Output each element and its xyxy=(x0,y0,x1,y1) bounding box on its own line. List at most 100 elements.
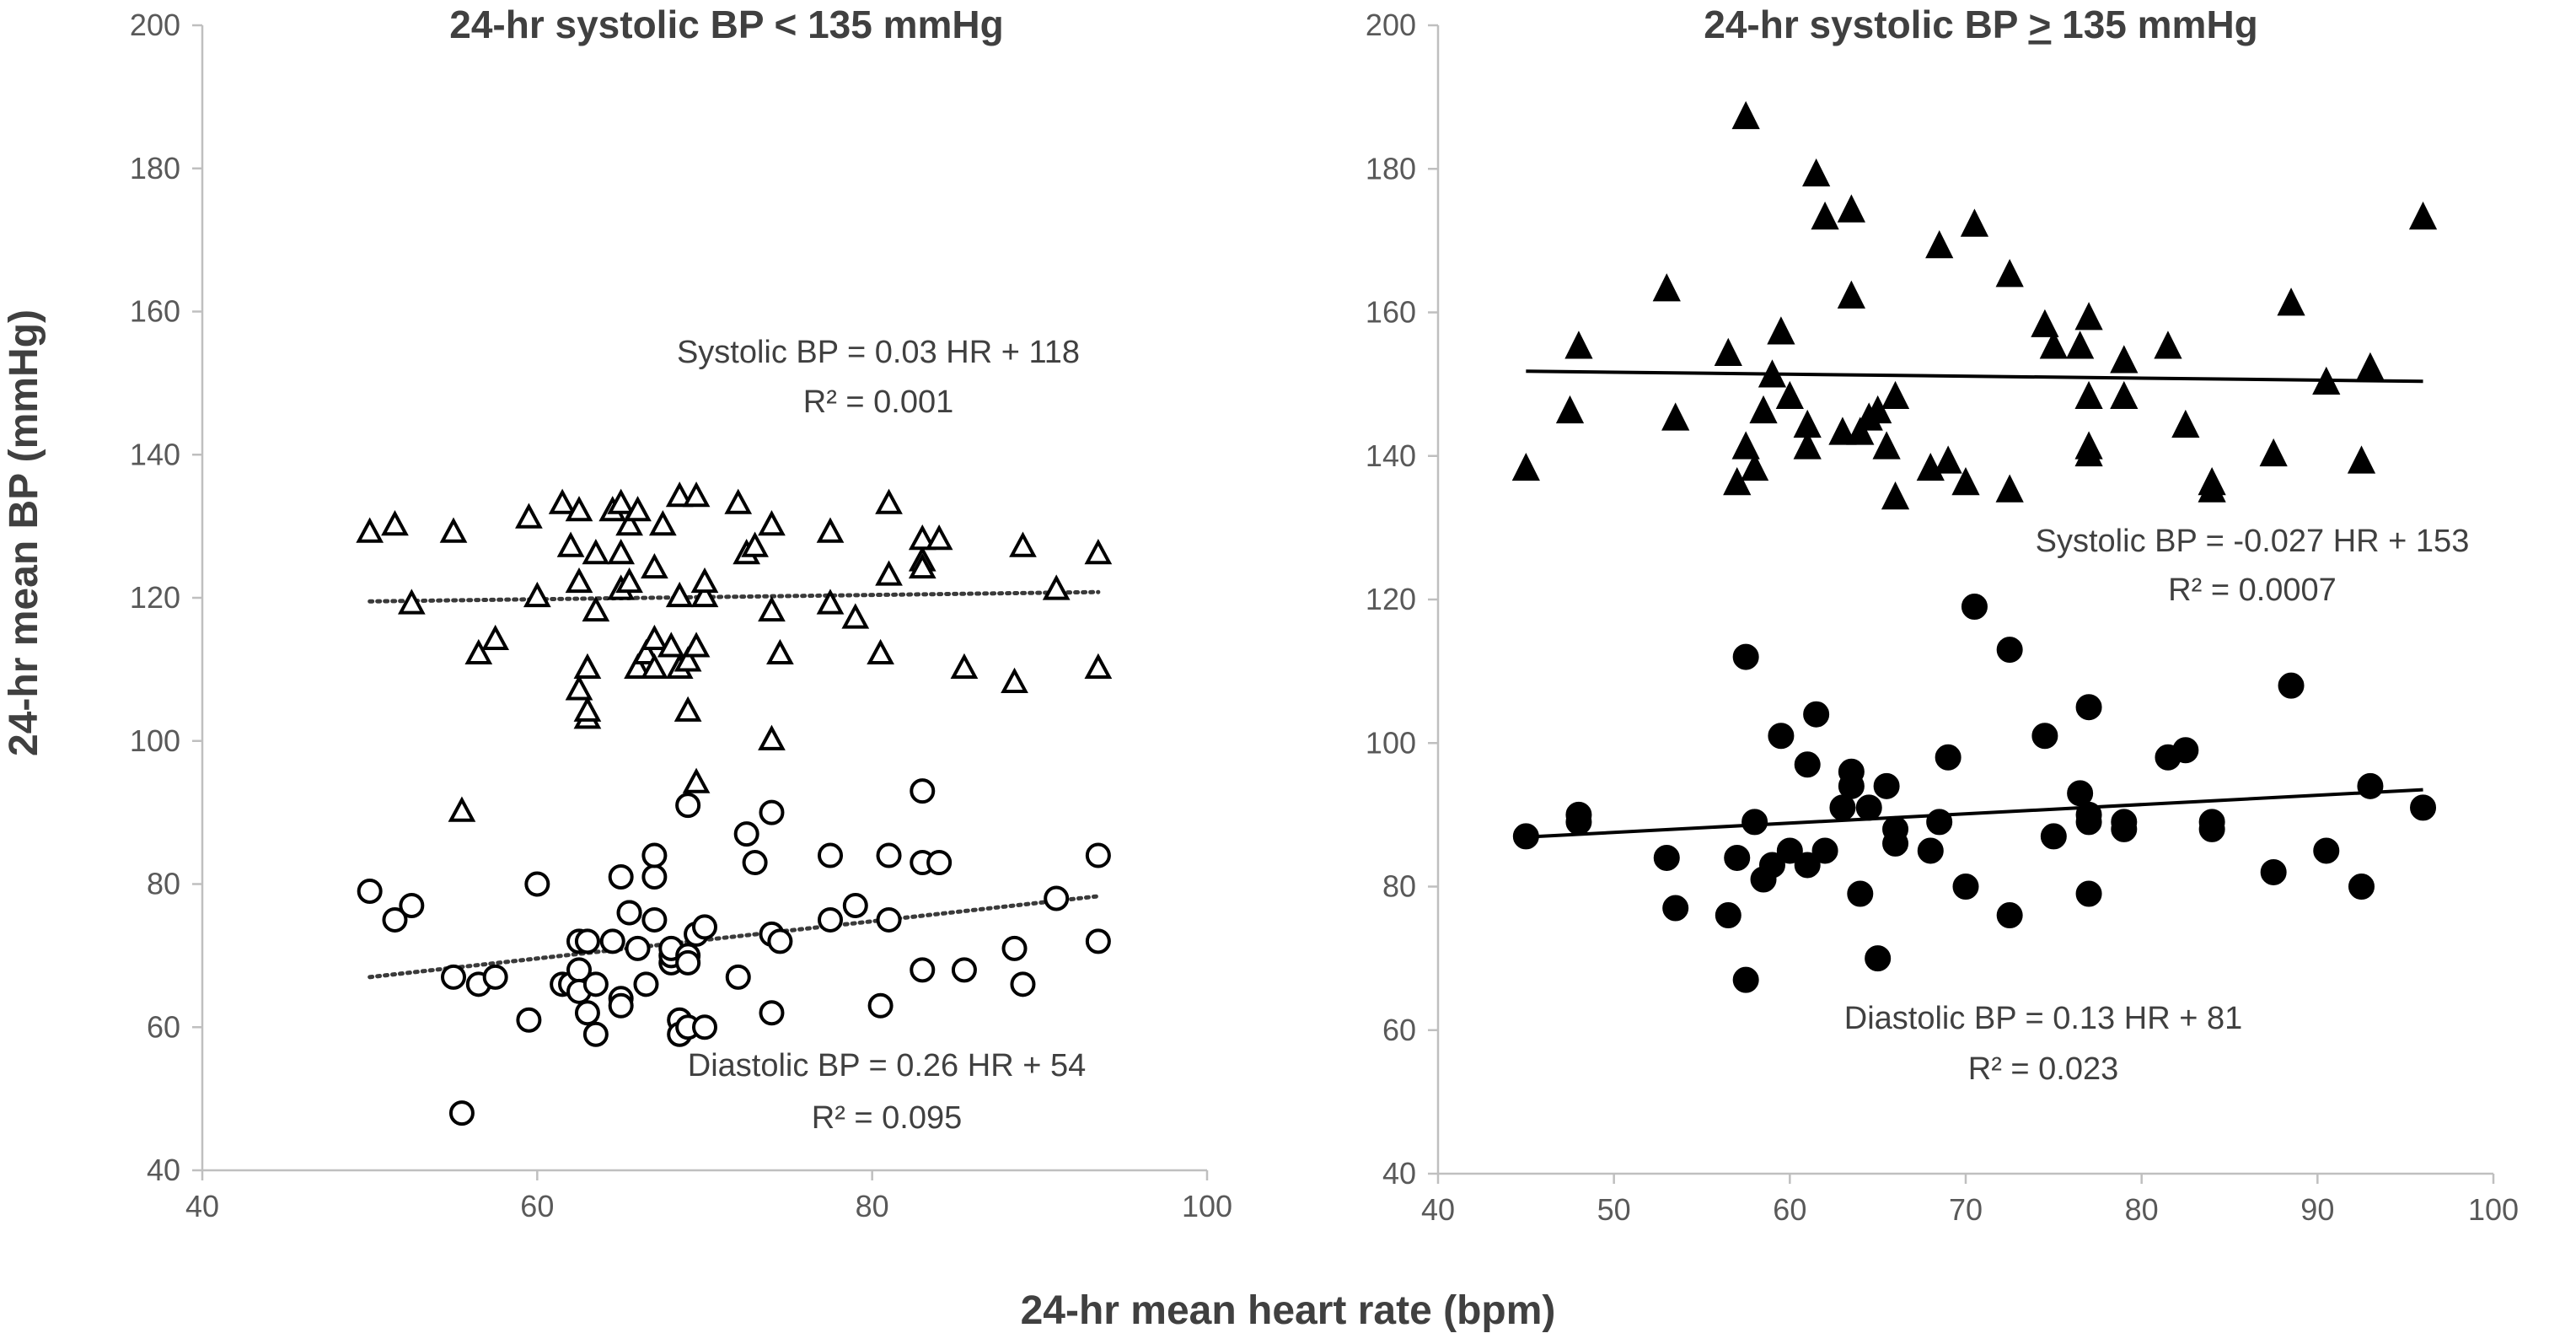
right-systolic-bp-point xyxy=(1511,452,1540,481)
right-diastolic-bp-point xyxy=(1662,895,1689,922)
left-diastolic-bp-point xyxy=(1085,842,1111,868)
left-diastolic-bp-point xyxy=(876,906,902,933)
left-diastolic-bp-point xyxy=(725,964,751,990)
right-systolic-bp-point xyxy=(1775,380,1804,410)
right-systolic-bp-point xyxy=(2110,380,2139,410)
left-systolic-bp-point xyxy=(481,624,510,651)
left-systolic-bp-point xyxy=(356,517,384,543)
right-diastolic-bp-point xyxy=(2348,874,2375,900)
left-x-tick-label: 40 xyxy=(185,1189,219,1223)
left-systolic-bp-point xyxy=(556,531,585,557)
left-diastolic-bp-point xyxy=(441,964,466,990)
right-diastolic-bp-point xyxy=(1768,723,1795,750)
right-diastolic-bp-point xyxy=(1873,772,1900,799)
right-diastolic-bp-point xyxy=(1732,643,1759,670)
right-diastolic-bp-point xyxy=(1741,809,1768,836)
left-diastolic-bp-point xyxy=(1010,971,1036,997)
right-diastolic-bp-point xyxy=(1961,594,1988,621)
left-diastolic-bp-point xyxy=(867,992,894,1019)
right-systolic-bp-point xyxy=(2312,366,2341,395)
left-diastolic-bp-point xyxy=(574,928,600,954)
x-axis-label: 24-hr mean heart rate (bpm) xyxy=(1021,1288,1556,1333)
right-diastolic-bp-point xyxy=(2075,694,2102,721)
left-diastolic-bp-point xyxy=(524,871,550,897)
left-systolic-bp-point xyxy=(674,646,702,672)
right-systolic-bp-point xyxy=(1881,380,1910,410)
left-panel-title: 24-hr systolic BP < 135 mmHg xyxy=(449,3,1004,46)
right-systolic-bp-point xyxy=(2154,331,2182,359)
right-systolic-bp-point xyxy=(1661,402,1690,431)
right-y-tick-label: 140 xyxy=(1366,438,1416,473)
right-diastolic-bp-point xyxy=(1847,880,1874,907)
right-diastolic-bp-point xyxy=(1811,837,1838,864)
right-systolic-bp-point xyxy=(1916,452,1945,481)
left-systolic-bp-point xyxy=(950,653,979,679)
left-diastolic-bp-point xyxy=(767,928,793,954)
right-diastolic-bp-point xyxy=(1776,837,1803,864)
right-y-tick-label: 120 xyxy=(1366,582,1416,616)
right-systolic-bp-point xyxy=(1995,259,2024,288)
right-diastolic-bp-point xyxy=(1512,823,1539,850)
y-axis-label: 24-hr mean BP (mmHg) xyxy=(2,309,46,756)
right-diastolic-bp-point xyxy=(1565,809,1592,836)
left-x-tick-label: 100 xyxy=(1182,1189,1232,1223)
right-systolic-bp-point xyxy=(2110,345,2139,374)
left-systolic-bp-point xyxy=(682,632,711,658)
right-y-tick-label: 100 xyxy=(1366,725,1416,760)
left-systolic-bp-point xyxy=(908,552,936,579)
left-diastolic-equation: Diastolic BP = 0.26 HR + 54 xyxy=(688,1048,1086,1083)
right-systolic-bp-point xyxy=(2259,438,2288,467)
right-x-tick-label: 80 xyxy=(2125,1192,2159,1227)
left-y-tick-label: 80 xyxy=(147,867,180,901)
right-systolic-bp-point xyxy=(1837,280,1865,309)
left-diastolic-bp-point xyxy=(448,1100,475,1126)
left-systolic-bp-point xyxy=(925,524,953,551)
left-systolic-bp-point xyxy=(758,595,786,622)
left-systolic-bp-point xyxy=(758,724,786,750)
left-systolic-bp-point xyxy=(641,624,668,651)
left-diastolic-bp-point xyxy=(876,842,902,868)
right-diastolic-bp-point xyxy=(2111,815,2138,842)
left-diastolic-bp-point xyxy=(516,1007,542,1033)
left-y-tick-label: 40 xyxy=(147,1153,180,1187)
left-systolic-bp-point xyxy=(381,510,409,536)
left-systolic-bp-point xyxy=(648,510,677,536)
left-diastolic-bp-point xyxy=(625,935,651,961)
left-diastolic-bp-point xyxy=(818,842,843,868)
right-systolic-bp-point xyxy=(2277,288,2305,316)
right-x-tick-label: 40 xyxy=(1421,1192,1455,1227)
right-systolic-bp-point xyxy=(2031,309,2059,337)
left-systolic-bp-point xyxy=(1001,667,1028,693)
left-panel: 24-hr systolic BP < 135 mmHg 40 60 80 100 12… xyxy=(130,3,1232,1223)
left-systolic-bp-point xyxy=(523,581,551,608)
right-x-tick-label: 60 xyxy=(1773,1192,1806,1227)
right-systolic-bp-point xyxy=(1846,417,1875,445)
right-diastolic-bp-point xyxy=(1794,852,1821,879)
right-systolic-bp-point xyxy=(1828,417,1857,445)
left-systolic-bp-point xyxy=(582,538,610,565)
right-systolic-bp-point xyxy=(1652,273,1681,302)
right-systolic-bp-point xyxy=(1872,431,1901,460)
left-systolic-bp-point xyxy=(615,567,643,594)
left-systolic-bp-point xyxy=(397,589,426,615)
left-y-tick-label: 200 xyxy=(130,8,180,42)
right-diastolic-bp-point xyxy=(1794,751,1821,778)
left-diastolic-bp-point xyxy=(675,793,701,819)
left-systolic-bp-point xyxy=(548,488,577,514)
left-diastolic-bp-point xyxy=(599,928,625,954)
left-diastolic-bp-point xyxy=(733,821,759,847)
right-diastolic-bp-point xyxy=(1926,809,1953,836)
right-diastolic-bp-point xyxy=(1838,758,1865,785)
left-systolic-bp-point xyxy=(565,567,593,594)
left-systolic-bp-point xyxy=(1084,653,1113,679)
right-systolic-bp-point xyxy=(1934,445,1962,474)
left-diastolic-bp-point xyxy=(742,850,768,876)
left-diastolic-bp-point xyxy=(582,1021,609,1047)
left-systolic-bp-point xyxy=(674,696,702,722)
right-systolic-bp-point xyxy=(1767,316,1795,345)
right-diastolic-bp-point xyxy=(2410,794,2437,821)
left-diastolic-bp-trendline xyxy=(368,894,1101,980)
left-systolic-bp-trendline xyxy=(368,589,1101,604)
right-diastolic-bp-point xyxy=(2278,672,2305,699)
